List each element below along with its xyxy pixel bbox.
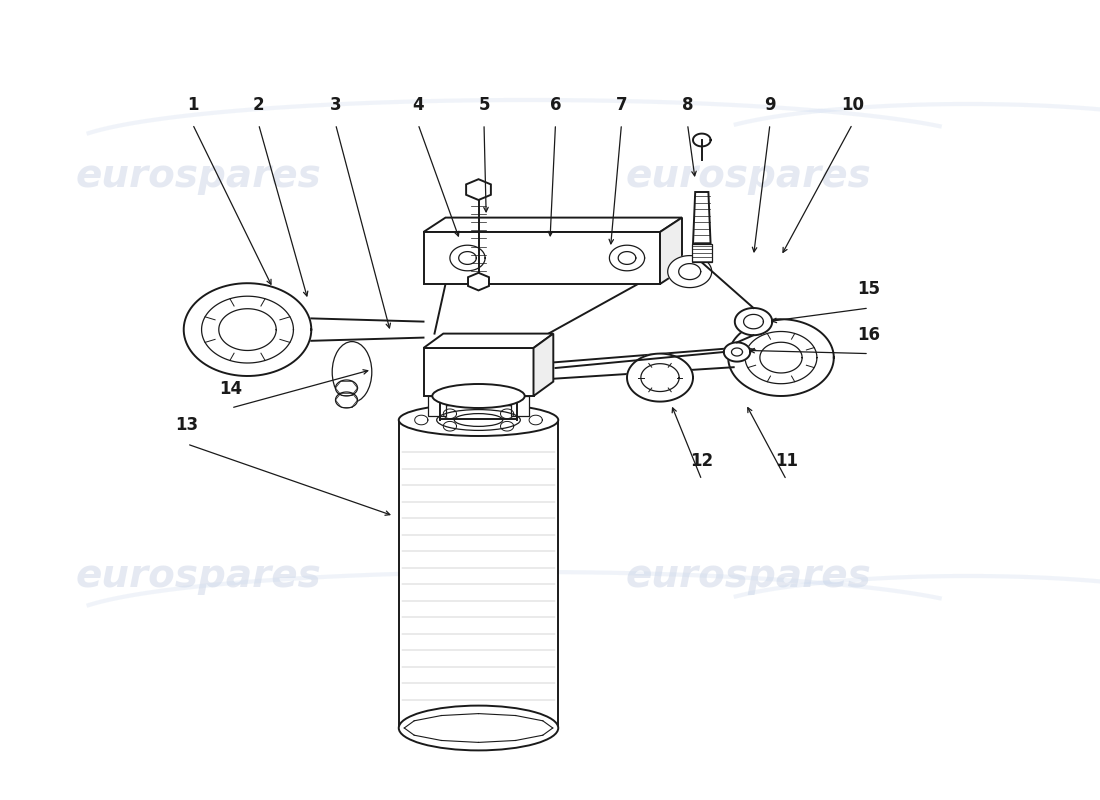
Polygon shape <box>424 232 660 284</box>
Bar <box>692 244 712 262</box>
Text: 16: 16 <box>858 326 880 344</box>
Text: 12: 12 <box>690 452 714 470</box>
Text: 10: 10 <box>842 96 864 114</box>
Text: 15: 15 <box>858 280 880 298</box>
Text: 9: 9 <box>764 96 776 114</box>
Polygon shape <box>693 134 711 146</box>
Text: 3: 3 <box>330 96 341 114</box>
Polygon shape <box>466 179 491 200</box>
Polygon shape <box>534 348 734 380</box>
Polygon shape <box>424 218 682 232</box>
Polygon shape <box>336 380 358 396</box>
Polygon shape <box>184 283 311 376</box>
Polygon shape <box>693 192 711 244</box>
Polygon shape <box>724 342 750 362</box>
Text: 2: 2 <box>253 96 264 114</box>
Polygon shape <box>627 354 693 402</box>
Text: 11: 11 <box>776 452 798 470</box>
Polygon shape <box>735 308 772 335</box>
Text: eurospares: eurospares <box>75 157 321 195</box>
Text: 13: 13 <box>175 416 199 434</box>
Text: 1: 1 <box>187 96 198 114</box>
Text: eurospares: eurospares <box>75 557 321 595</box>
Polygon shape <box>468 273 490 290</box>
Text: 6: 6 <box>550 96 561 114</box>
Polygon shape <box>440 396 517 420</box>
Bar <box>398 420 558 728</box>
Text: 14: 14 <box>219 380 243 398</box>
Polygon shape <box>534 334 553 396</box>
Bar <box>512 396 529 416</box>
Text: eurospares: eurospares <box>625 557 871 595</box>
Text: eurospares: eurospares <box>625 157 871 195</box>
Ellipse shape <box>398 404 558 436</box>
Ellipse shape <box>398 706 558 750</box>
Bar <box>424 348 534 396</box>
Polygon shape <box>424 334 553 348</box>
Bar <box>428 396 446 416</box>
Text: 8: 8 <box>682 96 693 114</box>
Polygon shape <box>450 246 485 270</box>
Polygon shape <box>668 256 712 287</box>
Polygon shape <box>336 392 358 408</box>
Polygon shape <box>728 319 834 396</box>
Polygon shape <box>660 218 682 284</box>
Text: 4: 4 <box>412 96 424 114</box>
Polygon shape <box>609 246 645 270</box>
Ellipse shape <box>432 384 525 408</box>
Text: 5: 5 <box>478 96 490 114</box>
Polygon shape <box>311 318 424 341</box>
Ellipse shape <box>332 342 372 402</box>
Text: 7: 7 <box>616 96 627 114</box>
